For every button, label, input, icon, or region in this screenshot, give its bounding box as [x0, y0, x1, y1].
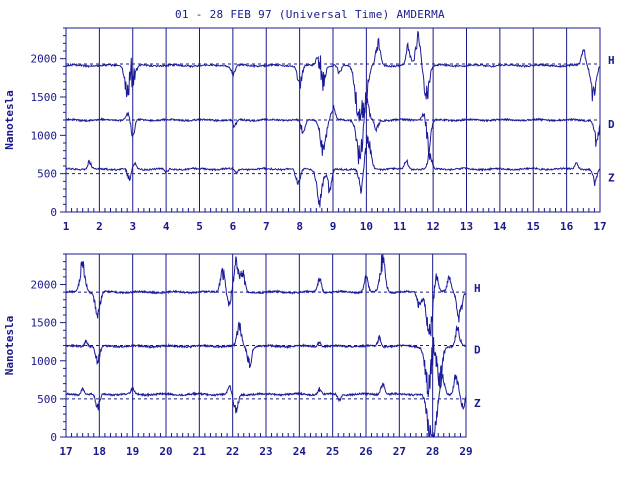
y-tick-label: 1000	[31, 129, 58, 142]
x-tick-label: 24	[293, 445, 307, 458]
x-tick-label: 27	[393, 445, 406, 458]
x-tick-label: 14	[493, 220, 507, 233]
x-tick-label: 18	[93, 445, 106, 458]
x-tick-label: 19	[126, 445, 139, 458]
x-tick-label: 9	[330, 220, 337, 233]
x-tick-label: 11	[393, 220, 407, 233]
chart-title: 01 - 28 FEB 97 (Universal Time) AMDERMA	[175, 8, 445, 21]
y-tick-label: 0	[50, 206, 57, 219]
x-tick-label: 28	[426, 445, 439, 458]
x-tick-label: 13	[460, 220, 473, 233]
x-tick-label: 5	[196, 220, 203, 233]
x-tick-label: 8	[296, 220, 303, 233]
trace-Z	[65, 374, 467, 438]
y-tick-label: 1500	[31, 317, 58, 330]
x-tick-label: 4	[163, 220, 170, 233]
series-label-H: H	[608, 54, 615, 67]
y-axis-label: Nanotesla	[3, 316, 16, 376]
series-label-H: H	[474, 282, 481, 295]
x-tick-label: 21	[193, 445, 207, 458]
x-tick-label: 15	[527, 220, 540, 233]
x-tick-label: 17	[59, 445, 72, 458]
trace-H	[65, 31, 601, 122]
x-tick-label: 23	[259, 445, 272, 458]
trace-Z	[65, 134, 601, 208]
x-tick-label: 29	[459, 445, 472, 458]
y-tick-label: 2000	[31, 53, 58, 66]
x-tick-label: 16	[560, 220, 574, 233]
trace-D	[65, 98, 601, 165]
y-tick-label: 1000	[31, 355, 58, 368]
series-label-Z: Z	[608, 172, 615, 185]
trace-H	[65, 254, 467, 337]
x-tick-label: 20	[159, 445, 172, 458]
series-label-D: D	[608, 118, 615, 131]
y-tick-label: 500	[37, 168, 57, 181]
x-tick-label: 2	[96, 220, 103, 233]
x-tick-label: 10	[360, 220, 373, 233]
y-tick-label: 2000	[31, 279, 58, 292]
x-tick-label: 22	[226, 445, 239, 458]
x-tick-label: 6	[230, 220, 237, 233]
x-tick-label: 12	[427, 220, 440, 233]
x-tick-label: 1	[63, 220, 70, 233]
y-tick-label: 500	[37, 393, 57, 406]
trace-D	[65, 321, 467, 398]
y-axis-label: Nanotesla	[3, 90, 16, 150]
panel-bottom: 0 500 1000 1500 2000 17 18 19 20 21 22 23 24 25 26 27 28…	[3, 253, 481, 458]
series-label-Z: Z	[474, 397, 481, 410]
y-tick-label: 0	[50, 431, 57, 444]
x-tick-label: 3	[129, 220, 136, 233]
series-label-D: D	[474, 344, 481, 357]
x-tick-label: 25	[326, 445, 339, 458]
x-tick-label: 26	[359, 445, 373, 458]
y-tick-label: 1500	[31, 91, 58, 104]
x-tick-label: 7	[263, 220, 270, 233]
x-tick-label: 17	[593, 220, 606, 233]
